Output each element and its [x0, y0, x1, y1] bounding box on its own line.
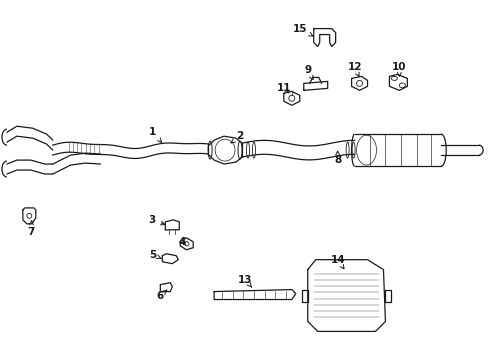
Text: 11: 11: [276, 84, 290, 93]
Text: 1: 1: [148, 127, 161, 142]
Text: 7: 7: [27, 221, 35, 237]
Text: 6: 6: [156, 290, 166, 301]
Text: 8: 8: [333, 151, 341, 165]
Text: 9: 9: [304, 66, 312, 80]
Text: 15: 15: [292, 24, 312, 36]
Text: 2: 2: [230, 131, 243, 143]
Text: 4: 4: [178, 237, 185, 247]
Text: 13: 13: [237, 275, 252, 287]
Text: 5: 5: [148, 250, 161, 260]
Text: 10: 10: [391, 62, 406, 76]
Text: 3: 3: [148, 215, 164, 225]
Text: 14: 14: [330, 255, 344, 269]
Text: 12: 12: [346, 62, 361, 76]
